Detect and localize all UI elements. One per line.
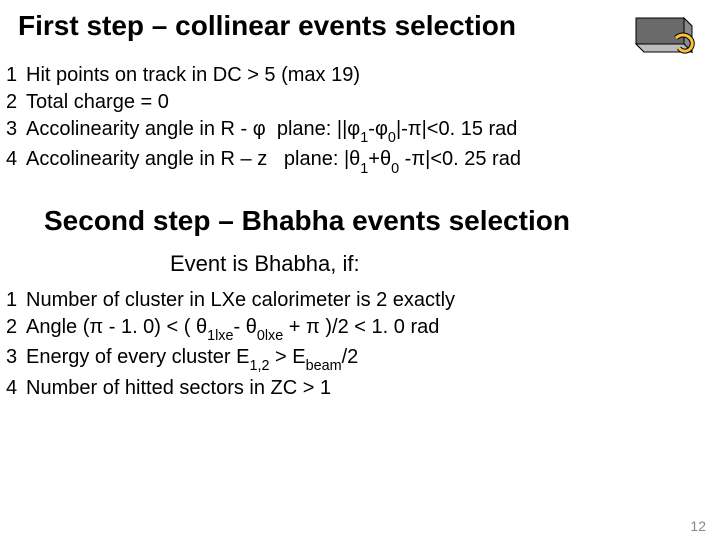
list-item: 3 Accolinearity angle in R - φ plane: ||…: [6, 116, 720, 146]
page-number: 12: [690, 518, 706, 534]
heading-second-step: Second step – Bhabha events selection: [44, 205, 720, 237]
item-number: 4: [6, 375, 26, 402]
list-item: 1 Number of cluster in LXe calorimeter i…: [6, 287, 720, 314]
list-item: 4 Number of hitted sectors in ZC > 1: [6, 375, 720, 402]
logo-svg: [630, 8, 704, 62]
item-text: Total charge = 0: [26, 89, 720, 116]
item-text: Number of cluster in LXe calorimeter is …: [26, 287, 720, 314]
list-item: 2 Angle (π - 1. 0) < ( θ1lxe- θ0lxe + π …: [6, 314, 720, 344]
item-text: Number of hitted sectors in ZC > 1: [26, 375, 720, 402]
item-text: Hit points on track in DC > 5 (max 19): [26, 62, 720, 89]
list-item: 1 Hit points on track in DC > 5 (max 19): [6, 62, 720, 89]
item-number: 2: [6, 314, 26, 341]
item-text: Accolinearity angle in R – z plane: |θ1+…: [26, 146, 720, 176]
list-item: 4 Accolinearity angle in R – z plane: |θ…: [6, 146, 720, 176]
item-number: 1: [6, 62, 26, 89]
item-number: 1: [6, 287, 26, 314]
bhabha-subheading: Event is Bhabha, if:: [170, 251, 720, 277]
item-number: 2: [6, 89, 26, 116]
item-number: 4: [6, 146, 26, 173]
heading-first-step: First step – collinear events selection: [18, 10, 720, 42]
item-text: Energy of every cluster E1,2 > Ebeam/2: [26, 344, 720, 374]
slide: First step – collinear events selection …: [0, 0, 720, 540]
list-item: 2 Total charge = 0: [6, 89, 720, 116]
item-number: 3: [6, 116, 26, 143]
slide-logo: [630, 8, 704, 67]
item-number: 3: [6, 344, 26, 371]
first-step-list: 1 Hit points on track in DC > 5 (max 19)…: [6, 62, 720, 177]
list-item: 3 Energy of every cluster E1,2 > Ebeam/2: [6, 344, 720, 374]
item-text: Angle (π - 1. 0) < ( θ1lxe- θ0lxe + π )/…: [26, 314, 720, 344]
second-step-list: 1 Number of cluster in LXe calorimeter i…: [6, 287, 720, 402]
item-text: Accolinearity angle in R - φ plane: ||φ1…: [26, 116, 720, 146]
